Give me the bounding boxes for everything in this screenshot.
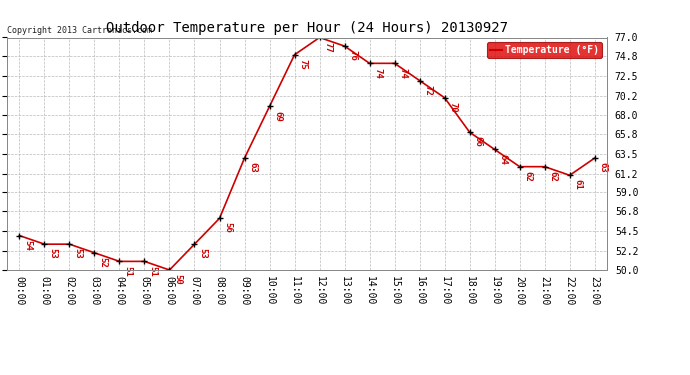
Text: 54: 54	[23, 240, 32, 250]
Text: 50: 50	[174, 274, 183, 285]
Text: 53: 53	[74, 248, 83, 259]
Text: 53: 53	[48, 248, 57, 259]
Text: 51: 51	[124, 266, 132, 276]
Text: 74: 74	[399, 68, 408, 78]
Text: 53: 53	[199, 248, 208, 259]
Title: Outdoor Temperature per Hour (24 Hours) 20130927: Outdoor Temperature per Hour (24 Hours) …	[106, 21, 508, 35]
Legend: Temperature (°F): Temperature (°F)	[487, 42, 602, 58]
Text: 74: 74	[374, 68, 383, 78]
Text: 52: 52	[99, 257, 108, 268]
Text: 51: 51	[148, 266, 157, 276]
Text: 70: 70	[448, 102, 457, 113]
Text: 66: 66	[474, 136, 483, 147]
Text: Copyright 2013 Cartronics.com: Copyright 2013 Cartronics.com	[7, 26, 152, 35]
Text: 63: 63	[248, 162, 257, 173]
Text: 64: 64	[499, 154, 508, 164]
Text: 56: 56	[224, 222, 233, 233]
Text: 61: 61	[574, 180, 583, 190]
Text: 69: 69	[274, 111, 283, 121]
Text: 63: 63	[599, 162, 608, 173]
Text: 62: 62	[524, 171, 533, 182]
Text: 62: 62	[549, 171, 558, 182]
Text: 77: 77	[324, 42, 333, 53]
Text: 75: 75	[299, 59, 308, 70]
Text: 72: 72	[424, 85, 433, 96]
Text: 76: 76	[348, 50, 357, 61]
